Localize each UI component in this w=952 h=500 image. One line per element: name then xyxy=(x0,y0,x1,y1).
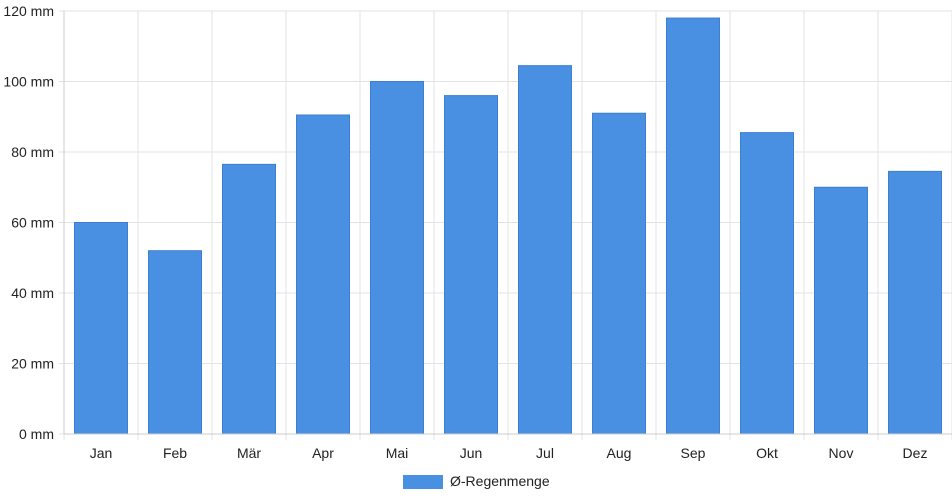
x-tick-label: Dez xyxy=(903,445,928,461)
bar-aug[interactable] xyxy=(592,112,646,435)
bar-dez[interactable] xyxy=(888,170,942,435)
bar-nov[interactable] xyxy=(814,186,868,435)
x-tick-label: Mai xyxy=(386,445,409,461)
x-tick-label: Okt xyxy=(756,445,778,461)
x-tick-label: Feb xyxy=(163,445,187,461)
y-tick-label: 120 mm xyxy=(3,3,54,19)
y-axis-ticks: 0 mm 20 mm 40 mm 60 mm 80 mm 100 mm 120 mm xyxy=(3,3,54,442)
bar-jun[interactable] xyxy=(444,95,498,435)
axes xyxy=(63,11,952,435)
bar-jan[interactable] xyxy=(74,222,128,435)
x-tick-label: Jun xyxy=(460,445,483,461)
x-tick-label: Sep xyxy=(681,445,706,461)
y-tick-label: 40 mm xyxy=(11,285,54,301)
x-tick-label: Apr xyxy=(312,445,334,461)
y-tick-label: 80 mm xyxy=(11,144,54,160)
x-tick-label: Aug xyxy=(607,445,632,461)
bar-mai[interactable] xyxy=(370,81,424,435)
x-tick-label: Jan xyxy=(90,445,113,461)
bar-mär[interactable] xyxy=(222,163,276,435)
bar-okt[interactable] xyxy=(740,132,794,435)
grid xyxy=(59,10,952,440)
legend-label[interactable]: Ø-Regenmenge xyxy=(450,473,550,489)
bar-feb[interactable] xyxy=(148,250,202,435)
y-tick-label: 100 mm xyxy=(3,74,54,90)
bar-apr[interactable] xyxy=(296,114,350,435)
y-tick-label: 0 mm xyxy=(19,426,54,442)
bar-sep[interactable] xyxy=(666,17,720,435)
x-tick-label: Jul xyxy=(536,445,554,461)
x-tick-label: Mär xyxy=(237,445,261,461)
x-tick-label: Nov xyxy=(829,445,854,461)
legend[interactable]: Ø-Regenmenge xyxy=(403,473,550,489)
y-tick-label: 60 mm xyxy=(11,215,54,231)
y-tick-label: 20 mm xyxy=(11,356,54,372)
bar-jul[interactable] xyxy=(518,65,572,435)
x-axis-ticks: Jan Feb Mär Apr Mai Jun Jul Aug Sep Okt Nov Dez xyxy=(90,445,928,461)
legend-swatch[interactable] xyxy=(403,475,443,489)
bars xyxy=(74,17,942,435)
